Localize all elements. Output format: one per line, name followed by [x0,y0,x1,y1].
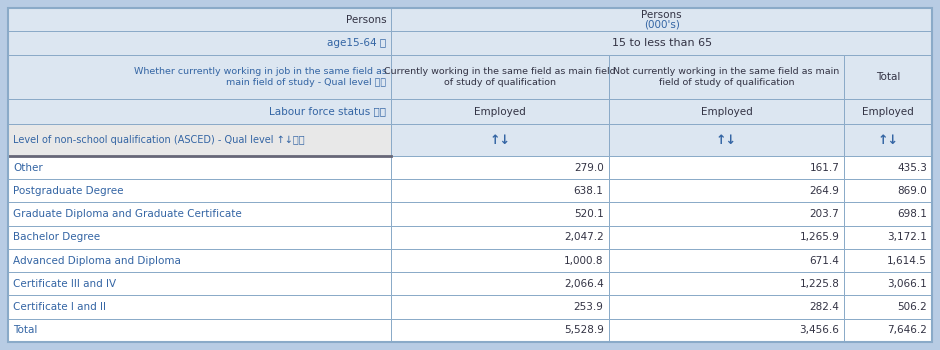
Bar [844,295,932,319]
Text: 282.4: 282.4 [809,302,839,312]
Bar [844,272,932,295]
Text: 1,000.8: 1,000.8 [564,256,603,266]
Bar [8,319,391,342]
Bar [391,203,608,226]
Text: Not currently working in the same field as main
field of study of qualification: Not currently working in the same field … [613,66,839,87]
Bar [844,226,932,249]
Bar [608,226,844,249]
Text: Graduate Diploma and Graduate Certificate: Graduate Diploma and Graduate Certificat… [13,209,242,219]
Text: 253.9: 253.9 [573,302,603,312]
Text: 869.0: 869.0 [898,186,927,196]
Text: Total: Total [13,326,38,335]
Text: 520.1: 520.1 [573,209,603,219]
Bar [391,295,608,319]
Bar [8,156,391,179]
Text: Advanced Diploma and Diploma: Advanced Diploma and Diploma [13,256,180,266]
Text: 15 to less than 65: 15 to less than 65 [612,38,712,48]
Text: Certificate III and IV: Certificate III and IV [13,279,117,289]
Text: Bachelor Degree: Bachelor Degree [13,232,101,242]
Text: ↑↓: ↑↓ [490,134,510,147]
Bar [608,272,844,295]
Bar [8,55,391,99]
Bar [608,319,844,342]
Bar [608,156,844,179]
Text: age15-64 ⓘ: age15-64 ⓘ [327,38,386,48]
Bar [391,31,932,55]
Bar [8,124,391,156]
Text: 1,265.9: 1,265.9 [799,232,839,242]
Text: Employed: Employed [474,107,525,117]
Bar [608,203,844,226]
Bar [8,295,391,319]
Text: 264.9: 264.9 [809,186,839,196]
Bar [8,8,391,31]
Bar [8,203,391,226]
Text: 7,646.2: 7,646.2 [887,326,927,335]
Bar [844,156,932,179]
Bar [391,124,608,156]
Bar [8,226,391,249]
Text: 506.2: 506.2 [898,302,927,312]
Bar [844,319,932,342]
Text: 671.4: 671.4 [809,256,839,266]
Bar [8,179,391,203]
Bar [391,179,608,203]
Bar [8,249,391,272]
Bar [844,203,932,226]
Bar [844,179,932,203]
Bar [8,272,391,295]
Text: ↑↓: ↑↓ [878,134,899,147]
Bar [391,249,608,272]
Text: Level of non-school qualification (ASCED) - Qual level ↑↓ⓘⓖ: Level of non-school qualification (ASCED… [13,135,305,145]
Bar [391,319,608,342]
Text: ↑↓: ↑↓ [716,134,737,147]
Bar [608,295,844,319]
Text: 5,528.9: 5,528.9 [564,326,603,335]
Bar [391,272,608,295]
Bar [391,226,608,249]
Text: 698.1: 698.1 [897,209,927,219]
Text: 638.1: 638.1 [573,186,603,196]
Text: 161.7: 161.7 [809,163,839,173]
Text: 279.0: 279.0 [573,163,603,173]
Bar [608,124,844,156]
Text: Postgraduate Degree: Postgraduate Degree [13,186,123,196]
Text: Persons: Persons [641,10,682,20]
Text: Total: Total [876,72,901,82]
Text: (000's): (000's) [644,20,680,30]
Bar [8,99,391,124]
Text: Other: Other [13,163,42,173]
Text: 435.3: 435.3 [897,163,927,173]
Bar [391,156,608,179]
Bar [608,55,844,99]
Text: Employed: Employed [862,107,914,117]
Bar [608,99,844,124]
Bar [844,99,932,124]
Bar [844,55,932,99]
Bar [391,99,608,124]
Bar [608,179,844,203]
Text: Currently working in the same field as main field
of study of qualification: Currently working in the same field as m… [384,66,616,87]
Bar [391,8,932,31]
Text: 1,614.5: 1,614.5 [887,256,927,266]
Bar [844,124,932,156]
Text: 2,066.4: 2,066.4 [564,279,603,289]
Text: Whether currently working in job in the same field as
main field of study - Qual: Whether currently working in job in the … [133,66,386,87]
Bar [844,249,932,272]
Bar [8,31,391,55]
Text: 3,066.1: 3,066.1 [887,279,927,289]
Text: Labour force status ⓘⓖ: Labour force status ⓘⓖ [270,107,386,117]
Text: 3,456.6: 3,456.6 [799,326,839,335]
Text: Persons: Persons [346,15,386,24]
Text: 203.7: 203.7 [809,209,839,219]
Text: Employed: Employed [700,107,752,117]
Text: 1,225.8: 1,225.8 [799,279,839,289]
Bar [608,249,844,272]
Text: 2,047.2: 2,047.2 [564,232,603,242]
Text: Certificate I and II: Certificate I and II [13,302,106,312]
Bar [391,55,608,99]
Text: 3,172.1: 3,172.1 [887,232,927,242]
